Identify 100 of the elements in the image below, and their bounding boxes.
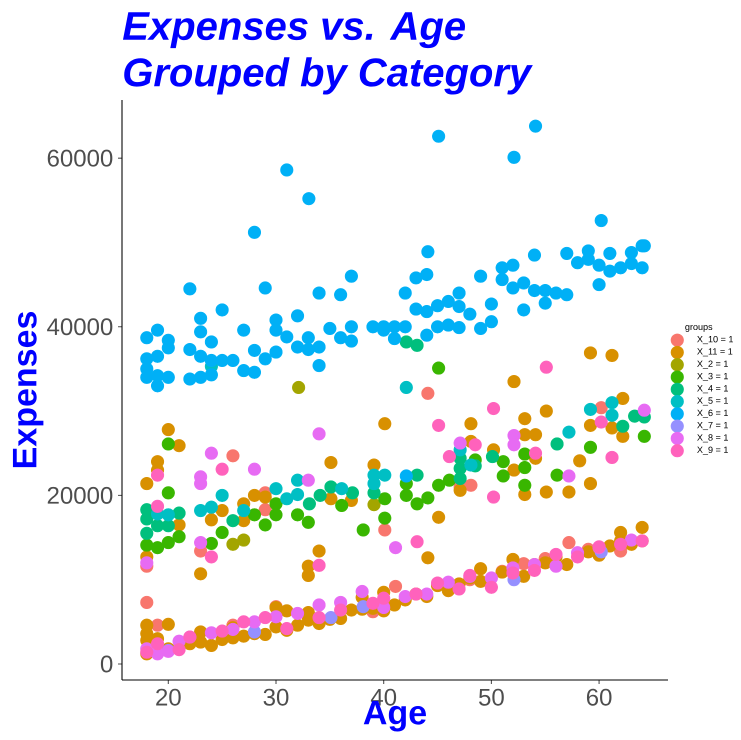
point <box>594 401 608 414</box>
point <box>237 533 250 547</box>
point <box>324 480 338 494</box>
point <box>258 611 272 624</box>
point <box>550 468 564 482</box>
point <box>421 386 434 400</box>
point <box>150 541 164 554</box>
y-tick-label: 60000 <box>48 150 112 167</box>
point <box>398 590 412 604</box>
point <box>290 606 304 620</box>
point <box>442 450 456 464</box>
point <box>400 380 413 394</box>
point <box>367 477 381 490</box>
point <box>432 478 446 492</box>
point <box>226 538 240 551</box>
point <box>204 550 218 564</box>
point <box>638 430 651 443</box>
point <box>204 626 218 640</box>
point <box>302 516 315 529</box>
point <box>204 446 218 460</box>
point <box>204 536 218 550</box>
point <box>172 530 186 544</box>
point <box>314 488 327 502</box>
point <box>237 615 250 628</box>
point <box>290 508 304 522</box>
point <box>172 643 186 656</box>
point <box>226 514 240 528</box>
point <box>140 512 154 526</box>
x-tick-label: 50 <box>479 688 504 706</box>
point <box>162 536 175 550</box>
point <box>484 580 498 594</box>
point <box>400 488 413 502</box>
point <box>614 538 628 551</box>
point <box>528 446 542 460</box>
point <box>464 478 478 492</box>
point <box>420 587 434 601</box>
point <box>464 458 478 472</box>
point <box>432 362 446 375</box>
point <box>496 455 510 468</box>
point <box>312 558 326 572</box>
point <box>216 462 229 476</box>
point <box>562 469 576 483</box>
point <box>388 541 402 554</box>
point <box>356 584 369 598</box>
point <box>454 436 467 450</box>
legend-title: groups <box>685 325 712 332</box>
legend-label: X_4 = 1 <box>697 385 728 394</box>
point <box>410 338 424 352</box>
y-tick-label: 20000 <box>48 486 112 504</box>
point <box>150 637 164 650</box>
point <box>378 523 392 537</box>
point <box>292 380 306 394</box>
point <box>367 498 381 512</box>
point <box>335 482 348 496</box>
legend-label: X_8 = 1 <box>697 434 728 442</box>
point <box>248 508 262 522</box>
x-tick-label: 30 <box>264 688 288 706</box>
point <box>162 437 175 451</box>
point <box>335 498 348 512</box>
point <box>638 404 651 417</box>
point <box>269 508 283 522</box>
point <box>150 468 164 482</box>
point <box>258 518 272 532</box>
point <box>562 536 576 550</box>
point <box>432 418 446 432</box>
legend-label: X_6 = 1 <box>697 410 728 418</box>
point <box>302 497 316 510</box>
point <box>549 548 563 561</box>
point <box>528 564 542 577</box>
y-tick-label: 0 <box>100 655 112 672</box>
point <box>518 460 532 474</box>
point <box>468 438 482 452</box>
point <box>280 492 294 506</box>
point <box>290 488 304 502</box>
point <box>605 396 619 410</box>
point <box>507 438 521 452</box>
legend-label: X_7 = 1 <box>697 422 728 430</box>
point <box>216 526 229 540</box>
point <box>550 437 564 451</box>
point <box>549 560 563 573</box>
point <box>421 491 434 504</box>
point <box>150 500 164 513</box>
point <box>442 474 456 487</box>
point <box>594 415 608 429</box>
point <box>216 488 229 502</box>
point <box>258 503 272 516</box>
point <box>194 504 208 518</box>
point <box>312 598 326 612</box>
point <box>430 576 444 590</box>
point <box>486 490 500 504</box>
x-tick-label: 20 <box>156 688 181 706</box>
legend-label: X_3 = 1 <box>697 372 728 381</box>
point <box>410 497 424 510</box>
point <box>605 450 619 464</box>
point <box>518 448 532 461</box>
legend-label: X_5 = 1 <box>697 397 728 406</box>
chart-title: Expenses vs. Age <box>122 12 466 48</box>
point <box>162 508 175 522</box>
point <box>496 469 510 483</box>
point <box>366 596 380 610</box>
